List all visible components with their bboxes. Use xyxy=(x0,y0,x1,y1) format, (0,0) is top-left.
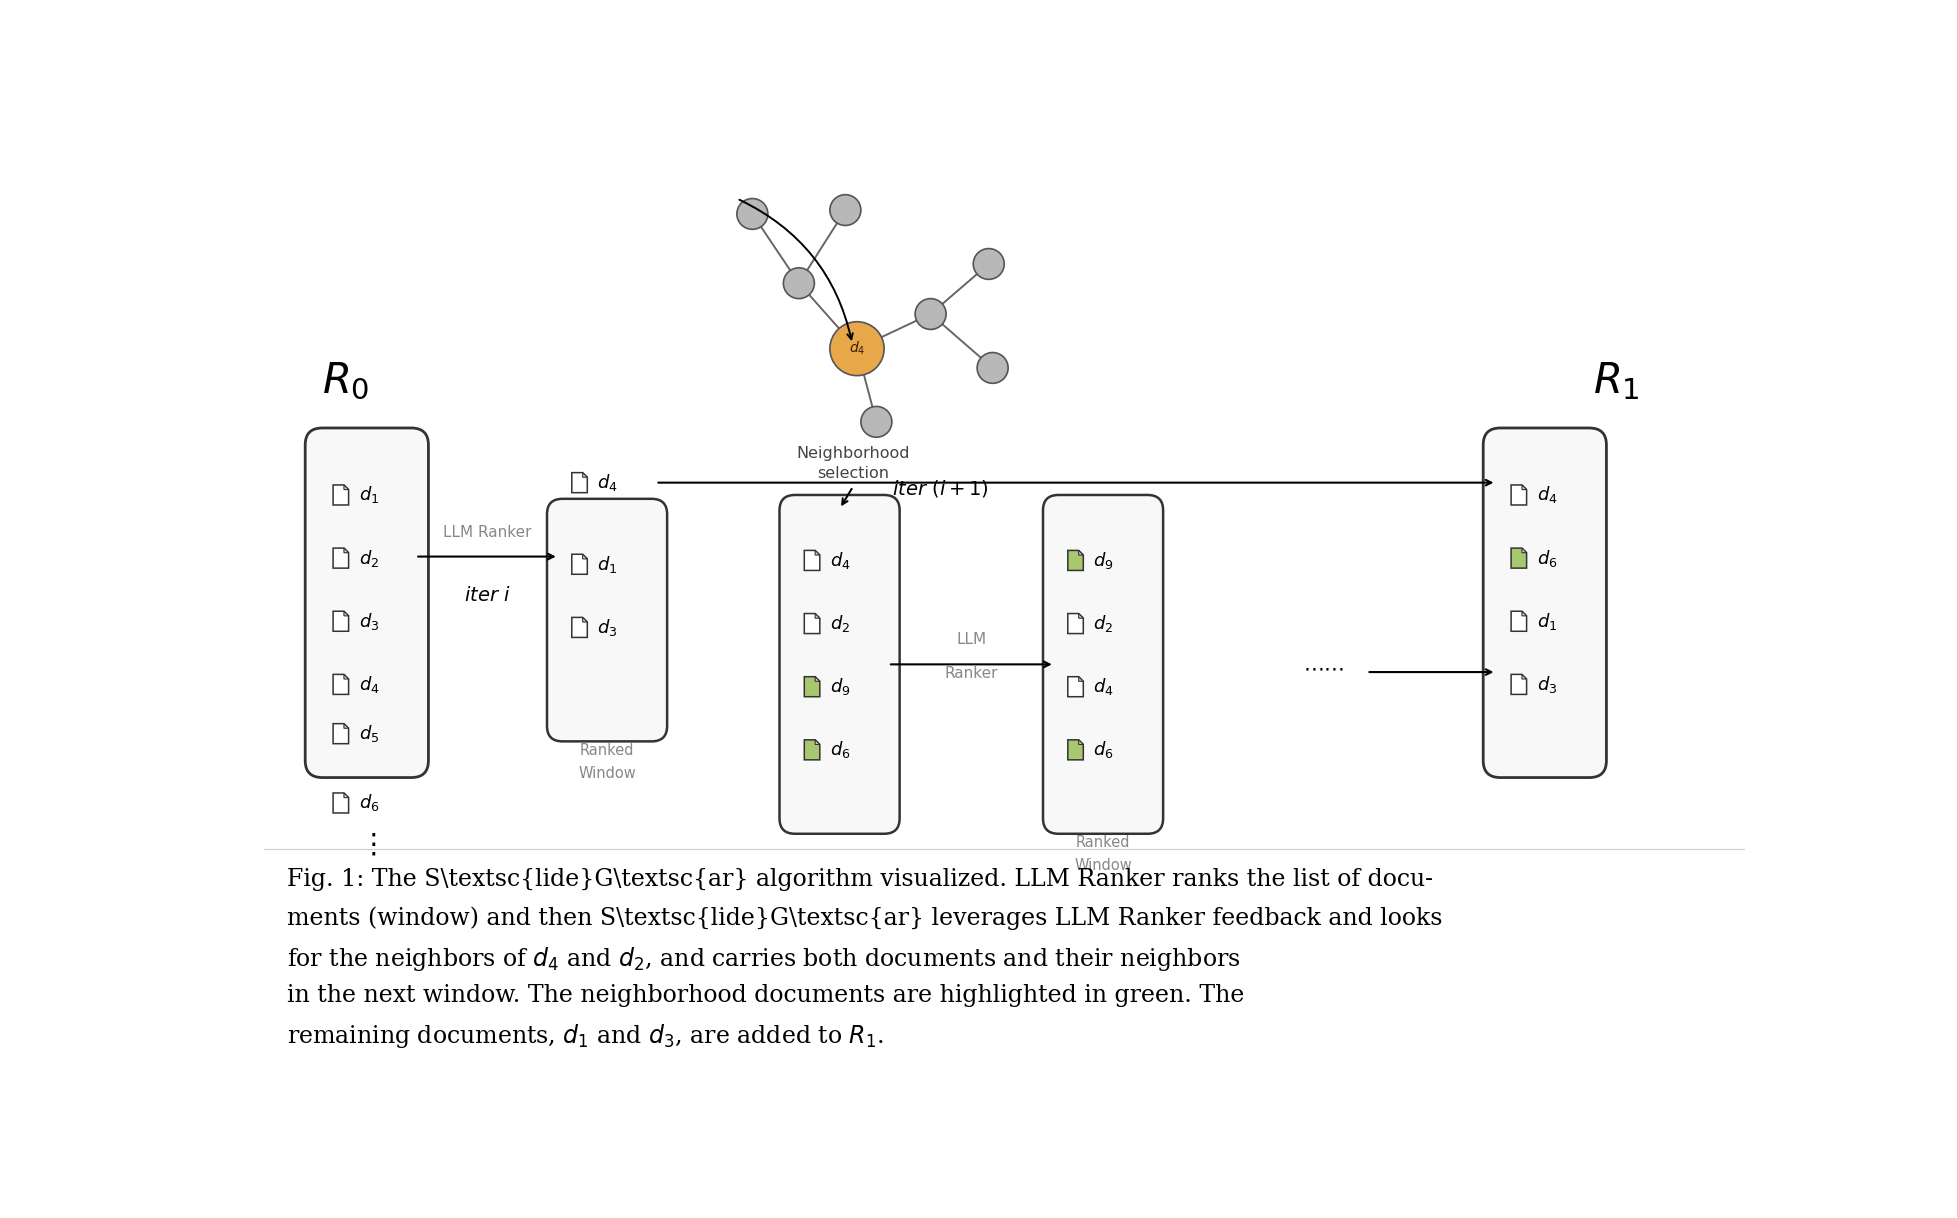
Text: $\mathit{iter\ i}$: $\mathit{iter\ i}$ xyxy=(464,586,511,605)
Text: $d_4$: $d_4$ xyxy=(1536,485,1558,505)
Text: $d_6$: $d_6$ xyxy=(1092,739,1114,760)
FancyBboxPatch shape xyxy=(1483,428,1605,777)
Polygon shape xyxy=(1521,485,1526,490)
Circle shape xyxy=(914,298,945,329)
Polygon shape xyxy=(333,548,348,568)
Text: Window: Window xyxy=(577,766,636,781)
Text: $d_4$: $d_4$ xyxy=(849,340,865,357)
Text: in the next window. The neighborhood documents are highlighted in green. The: in the next window. The neighborhood doc… xyxy=(288,984,1245,1007)
Text: LLM Ranker: LLM Ranker xyxy=(442,525,530,540)
Text: $d_6$: $d_6$ xyxy=(360,793,380,814)
Polygon shape xyxy=(344,723,348,728)
Text: for the neighbors of $d_4$ and $d_2$, and carries both documents and their neigh: for the neighbors of $d_4$ and $d_2$, an… xyxy=(288,945,1241,973)
Text: $d_6$: $d_6$ xyxy=(1536,548,1558,569)
Text: Fig. 1: The S\textsc{lide}G\textsc{ar} algorithm visualized. LLM Ranker ranks th: Fig. 1: The S\textsc{lide}G\textsc{ar} a… xyxy=(288,868,1433,892)
Polygon shape xyxy=(1511,485,1526,505)
Polygon shape xyxy=(1067,677,1082,697)
Text: $d_3$: $d_3$ xyxy=(360,610,380,632)
Polygon shape xyxy=(571,618,587,637)
Text: $d_4$: $d_4$ xyxy=(1092,676,1114,697)
Polygon shape xyxy=(1067,739,1082,760)
Polygon shape xyxy=(804,739,820,760)
Circle shape xyxy=(830,322,885,375)
Text: $d_2$: $d_2$ xyxy=(830,613,849,635)
Polygon shape xyxy=(583,473,587,477)
Text: $d_4$: $d_4$ xyxy=(830,549,849,571)
Text: $d_9$: $d_9$ xyxy=(1092,549,1114,571)
Polygon shape xyxy=(571,554,587,574)
Text: remaining documents, $d_1$ and $d_3$, are added to $R_1$.: remaining documents, $d_1$ and $d_3$, ar… xyxy=(288,1022,885,1050)
Text: Ranked: Ranked xyxy=(1074,836,1129,850)
Polygon shape xyxy=(333,675,348,694)
Polygon shape xyxy=(1521,675,1526,678)
Text: $d_1$: $d_1$ xyxy=(360,485,380,505)
Text: Ranked: Ranked xyxy=(579,743,634,758)
Polygon shape xyxy=(1067,551,1082,570)
Polygon shape xyxy=(1078,551,1082,555)
Polygon shape xyxy=(804,551,820,570)
Text: $d_3$: $d_3$ xyxy=(597,616,618,638)
Circle shape xyxy=(830,195,861,225)
Text: ments (window) and then S\textsc{lide}G\textsc{ar} leverages LLM Ranker feedback: ments (window) and then S\textsc{lide}G\… xyxy=(288,907,1442,931)
Text: $d_6$: $d_6$ xyxy=(830,739,849,760)
Polygon shape xyxy=(1078,677,1082,681)
Polygon shape xyxy=(804,614,820,633)
Circle shape xyxy=(973,248,1004,279)
Text: $d_4$: $d_4$ xyxy=(597,473,618,493)
Text: $R_1$: $R_1$ xyxy=(1593,361,1640,403)
Text: $d_2$: $d_2$ xyxy=(360,548,380,569)
Text: $\vdots$: $\vdots$ xyxy=(358,832,376,859)
FancyBboxPatch shape xyxy=(546,499,667,742)
Polygon shape xyxy=(814,614,820,619)
Polygon shape xyxy=(814,677,820,681)
FancyBboxPatch shape xyxy=(1043,495,1162,834)
Polygon shape xyxy=(1521,548,1526,553)
Polygon shape xyxy=(1511,675,1526,694)
Text: $\mathit{iter}\ (i+1)$: $\mathit{iter}\ (i+1)$ xyxy=(892,479,988,499)
Text: Neighborhood: Neighborhood xyxy=(796,446,910,462)
Polygon shape xyxy=(344,611,348,616)
Text: $d_3$: $d_3$ xyxy=(1536,674,1558,695)
Text: LLM: LLM xyxy=(955,632,986,648)
Polygon shape xyxy=(333,793,348,812)
Circle shape xyxy=(861,407,892,437)
Text: $d_5$: $d_5$ xyxy=(360,723,380,744)
Text: selection: selection xyxy=(816,466,888,481)
Circle shape xyxy=(783,268,814,298)
Polygon shape xyxy=(1521,611,1526,616)
Text: Ranker: Ranker xyxy=(943,666,998,681)
Text: $d_1$: $d_1$ xyxy=(1536,610,1558,632)
Polygon shape xyxy=(333,611,348,631)
Polygon shape xyxy=(344,793,348,798)
FancyBboxPatch shape xyxy=(779,495,898,834)
FancyBboxPatch shape xyxy=(305,428,429,777)
Text: $d_4$: $d_4$ xyxy=(360,674,380,695)
Polygon shape xyxy=(344,548,348,553)
Polygon shape xyxy=(344,675,348,678)
Text: $\cdots\cdots$: $\cdots\cdots$ xyxy=(1303,658,1344,678)
Polygon shape xyxy=(1078,614,1082,619)
Polygon shape xyxy=(571,473,587,492)
Text: $R_0$: $R_0$ xyxy=(321,361,370,403)
Polygon shape xyxy=(1511,548,1526,568)
Polygon shape xyxy=(344,485,348,490)
Text: Window: Window xyxy=(1074,859,1131,873)
Polygon shape xyxy=(333,723,348,744)
Polygon shape xyxy=(583,618,587,622)
Text: $d_1$: $d_1$ xyxy=(597,554,616,575)
Polygon shape xyxy=(1078,739,1082,744)
Text: $d_2$: $d_2$ xyxy=(1092,613,1114,635)
Polygon shape xyxy=(333,485,348,505)
Circle shape xyxy=(977,352,1008,384)
Circle shape xyxy=(736,199,767,229)
Polygon shape xyxy=(804,677,820,697)
Polygon shape xyxy=(1511,611,1526,631)
Polygon shape xyxy=(814,739,820,744)
Polygon shape xyxy=(814,551,820,555)
Polygon shape xyxy=(1067,614,1082,633)
Polygon shape xyxy=(583,554,587,559)
Text: $d_9$: $d_9$ xyxy=(830,676,849,697)
